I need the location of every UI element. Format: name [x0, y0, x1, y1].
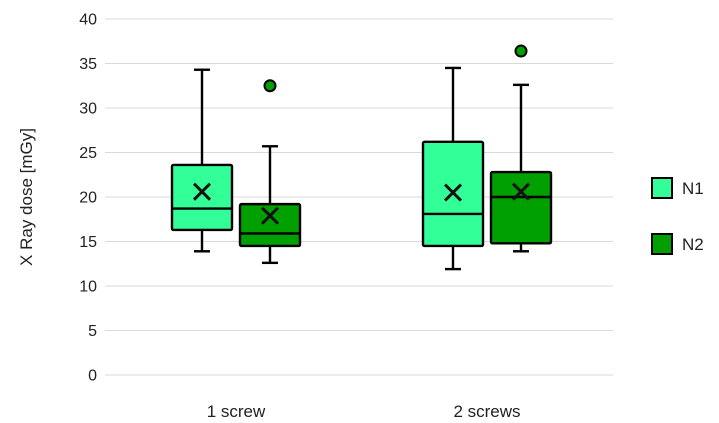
- outlier-point: [514, 44, 528, 58]
- y-tick-label: 10: [79, 279, 97, 296]
- legend-swatch: [651, 177, 673, 199]
- y-tick-label: 35: [79, 56, 97, 73]
- mean-marker: [511, 182, 531, 201]
- x-axis-categories: 1 screw 2 screws: [207, 402, 521, 421]
- mean-marker: [443, 183, 463, 202]
- box-iqr: [238, 202, 302, 248]
- box-layer: [170, 44, 553, 271]
- legend: N1 N2: [651, 177, 704, 255]
- y-tick-label: 20: [79, 190, 97, 207]
- mean-marker: [260, 206, 280, 225]
- box-plot-n1-1: [421, 66, 485, 271]
- outlier-point: [263, 79, 277, 93]
- y-axis-title: X Ray dose [mGy]: [17, 128, 36, 266]
- y-axis-ticks: 0 5 10 15 20 25 30 35 40: [79, 12, 97, 385]
- box-plot-n1-0: [170, 68, 234, 253]
- y-tick-label: 15: [79, 234, 97, 251]
- legend-label: N1: [682, 179, 704, 198]
- legend-label: N2: [682, 235, 704, 254]
- y-tick-label: 40: [79, 12, 97, 29]
- x-category-label: 2 screws: [453, 402, 520, 421]
- y-tick-label: 0: [88, 368, 97, 385]
- y-tick-label: 5: [88, 323, 97, 340]
- x-category-label: 1 screw: [207, 402, 266, 421]
- legend-item-n2: N2: [651, 233, 704, 255]
- box-plot-n2-1: [489, 44, 553, 253]
- mean-marker: [192, 182, 212, 201]
- legend-item-n1: N1: [651, 177, 704, 199]
- y-tick-label: 30: [79, 101, 97, 118]
- box-iqr: [170, 163, 234, 232]
- box-plot-n2-0: [238, 79, 302, 265]
- y-tick-label: 25: [79, 145, 97, 162]
- legend-swatch: [651, 233, 673, 255]
- box-iqr: [489, 170, 553, 245]
